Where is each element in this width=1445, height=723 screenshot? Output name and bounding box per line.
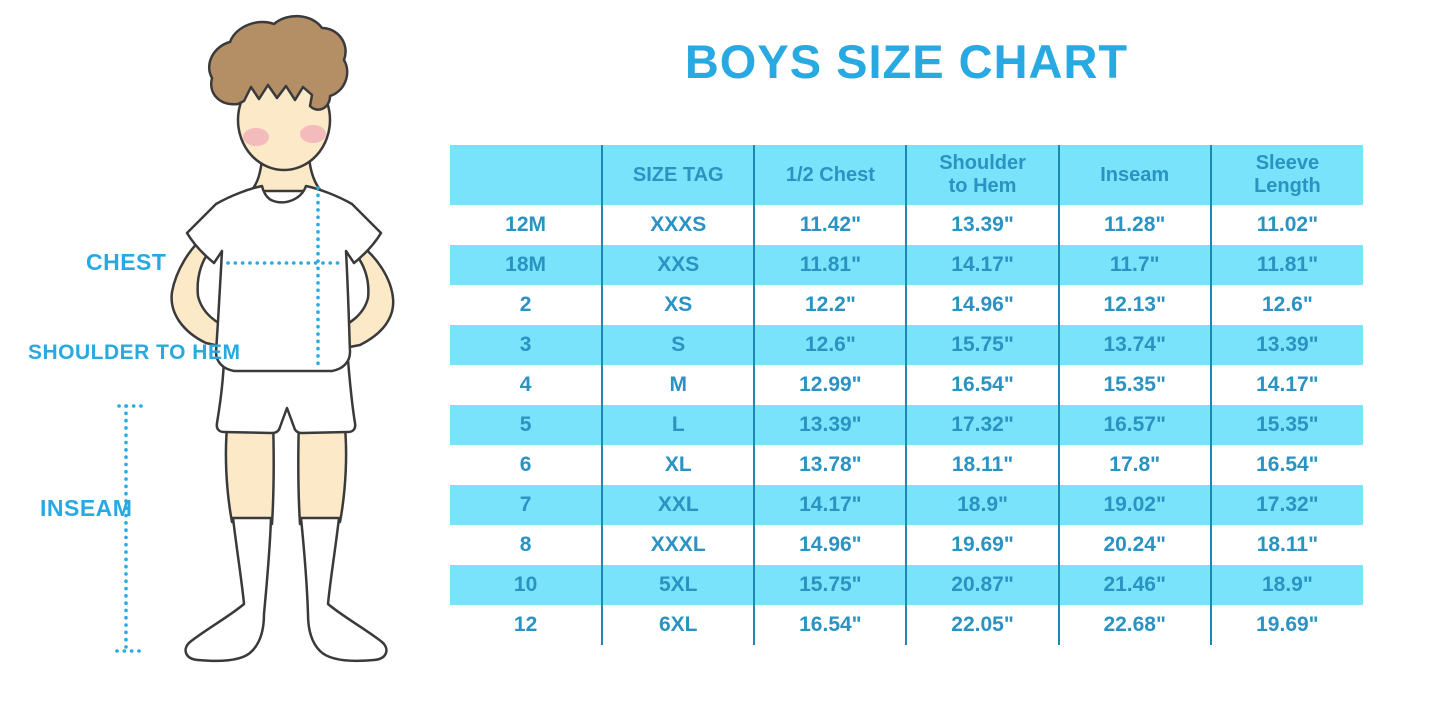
value-cell: 11.28" bbox=[1057, 205, 1211, 245]
value-cell: 12.2" bbox=[753, 285, 907, 325]
header-row: SIZE TAG 1/2 Chest Shoulder to Hem Inseam Sl… bbox=[450, 145, 1363, 205]
value-cell: XL bbox=[601, 445, 755, 485]
size-cell: 8 bbox=[450, 525, 603, 565]
value-cell: 13.74" bbox=[1057, 325, 1211, 365]
value-cell: 12.6" bbox=[1209, 285, 1363, 325]
boy-right-thigh bbox=[297, 416, 348, 526]
size-cell: 2 bbox=[450, 285, 603, 325]
table-row: 7 XXL 14.17" 18.9" 19.02" 17.32" bbox=[450, 485, 1363, 525]
size-cell: 4 bbox=[450, 365, 603, 405]
table-row: 5 L 13.39" 17.32" 16.57" 15.35" bbox=[450, 405, 1363, 445]
size-cell: 6 bbox=[450, 445, 603, 485]
value-cell: 15.75" bbox=[753, 565, 907, 605]
size-cell: 7 bbox=[450, 485, 603, 525]
value-cell: 6XL bbox=[601, 605, 755, 645]
table-row: 12M XXXS 11.42" 13.39" 11.28" 11.02" bbox=[450, 205, 1363, 245]
size-cell: 18M bbox=[450, 245, 603, 285]
boy-figure-illustration bbox=[115, 15, 395, 663]
value-cell: 11.81" bbox=[1209, 245, 1363, 285]
value-cell: 11.02" bbox=[1209, 205, 1363, 245]
chest-label: CHEST bbox=[86, 249, 167, 275]
value-cell: 17.8" bbox=[1057, 445, 1211, 485]
value-cell: 17.32" bbox=[905, 405, 1059, 445]
value-cell: 16.57" bbox=[1057, 405, 1211, 445]
boy-right-cheek-blush bbox=[300, 125, 326, 143]
value-cell: 15.35" bbox=[1057, 365, 1211, 405]
value-cell: 17.32" bbox=[1209, 485, 1363, 525]
column-header-size-tag: SIZE TAG bbox=[601, 145, 755, 205]
value-cell: 11.42" bbox=[753, 205, 907, 245]
value-cell: 14.17" bbox=[1209, 365, 1363, 405]
value-cell: 21.46" bbox=[1057, 565, 1211, 605]
size-cell: 12M bbox=[450, 205, 603, 245]
value-cell: 16.54" bbox=[905, 365, 1059, 405]
value-cell: 18.9" bbox=[1209, 565, 1363, 605]
value-cell: 18.11" bbox=[1209, 525, 1363, 565]
value-cell: 14.96" bbox=[905, 285, 1059, 325]
boy-right-sock bbox=[299, 516, 388, 663]
value-cell: 22.05" bbox=[905, 605, 1059, 645]
value-cell: 19.69" bbox=[1209, 605, 1363, 645]
value-cell: 19.69" bbox=[905, 525, 1059, 565]
value-cell: 13.39" bbox=[905, 205, 1059, 245]
value-cell: XXXL bbox=[601, 525, 755, 565]
column-header-inseam: Inseam bbox=[1057, 145, 1211, 205]
value-cell: 20.87" bbox=[905, 565, 1059, 605]
size-cell: 3 bbox=[450, 325, 603, 365]
boy-tshirt bbox=[185, 184, 383, 373]
inseam-label: INSEAM bbox=[40, 495, 133, 521]
value-cell: 11.81" bbox=[753, 245, 907, 285]
value-cell: 20.24" bbox=[1057, 525, 1211, 565]
value-cell: 14.96" bbox=[753, 525, 907, 565]
column-header-sleeve-length: Sleeve Length bbox=[1209, 145, 1363, 205]
value-cell: 13.78" bbox=[753, 445, 907, 485]
table-row: 12 6XL 16.54" 22.05" 22.68" 19.69" bbox=[450, 605, 1363, 645]
size-cell: 5 bbox=[450, 405, 603, 445]
value-cell: 13.39" bbox=[1209, 325, 1363, 365]
table-row: 3 S 12.6" 15.75" 13.74" 13.39" bbox=[450, 325, 1363, 365]
value-cell: 13.39" bbox=[753, 405, 907, 445]
column-header-shoulder-to-hem: Shoulder to Hem bbox=[905, 145, 1059, 205]
value-cell: XS bbox=[601, 285, 755, 325]
value-cell: 15.35" bbox=[1209, 405, 1363, 445]
value-cell: 5XL bbox=[601, 565, 755, 605]
table-row: 6 XL 13.78" 18.11" 17.8" 16.54" bbox=[450, 445, 1363, 485]
value-cell: 18.11" bbox=[905, 445, 1059, 485]
value-cell: XXL bbox=[601, 485, 755, 525]
table-row: 2 XS 12.2" 14.96" 12.13" 12.6" bbox=[450, 285, 1363, 325]
table-row: 18M XXS 11.81" 14.17" 11.7" 11.81" bbox=[450, 245, 1363, 285]
value-cell: 14.17" bbox=[753, 485, 907, 525]
value-cell: 12.13" bbox=[1057, 285, 1211, 325]
value-cell: 19.02" bbox=[1057, 485, 1211, 525]
value-cell: 12.99" bbox=[753, 365, 907, 405]
size-table: SIZE TAG 1/2 Chest Shoulder to Hem Inseam Sl… bbox=[450, 145, 1363, 645]
value-cell: 14.17" bbox=[905, 245, 1059, 285]
table-row: 4 M 12.99" 16.54" 15.35" 14.17" bbox=[450, 365, 1363, 405]
value-cell: XXXS bbox=[601, 205, 755, 245]
size-cell: 10 bbox=[450, 565, 603, 605]
value-cell: 22.68" bbox=[1057, 605, 1211, 645]
value-cell: XXS bbox=[601, 245, 755, 285]
value-cell: 12.6" bbox=[753, 325, 907, 365]
boy-hair bbox=[207, 15, 349, 111]
boy-left-cheek-blush bbox=[243, 128, 269, 146]
boy-shorts bbox=[215, 358, 357, 435]
value-cell: 18.9" bbox=[905, 485, 1059, 525]
value-cell: L bbox=[601, 405, 755, 445]
size-cell: 12 bbox=[450, 605, 603, 645]
value-cell: M bbox=[601, 365, 755, 405]
value-cell: 16.54" bbox=[1209, 445, 1363, 485]
boy-left-sock bbox=[184, 516, 273, 663]
column-header-1-2-chest: 1/2 Chest bbox=[753, 145, 907, 205]
column-header-blank bbox=[450, 145, 603, 205]
shoulder-to-hem-label: SHOULDER TO HEM bbox=[28, 341, 241, 364]
table-row: 8 XXXL 14.96" 19.69" 20.24" 18.11" bbox=[450, 525, 1363, 565]
value-cell: 15.75" bbox=[905, 325, 1059, 365]
page-title: BOYS SIZE CHART bbox=[684, 35, 1129, 88]
value-cell: S bbox=[601, 325, 755, 365]
table-row: 10 5XL 15.75" 20.87" 21.46" 18.9" bbox=[450, 565, 1363, 605]
value-cell: 16.54" bbox=[753, 605, 907, 645]
value-cell: 11.7" bbox=[1057, 245, 1211, 285]
